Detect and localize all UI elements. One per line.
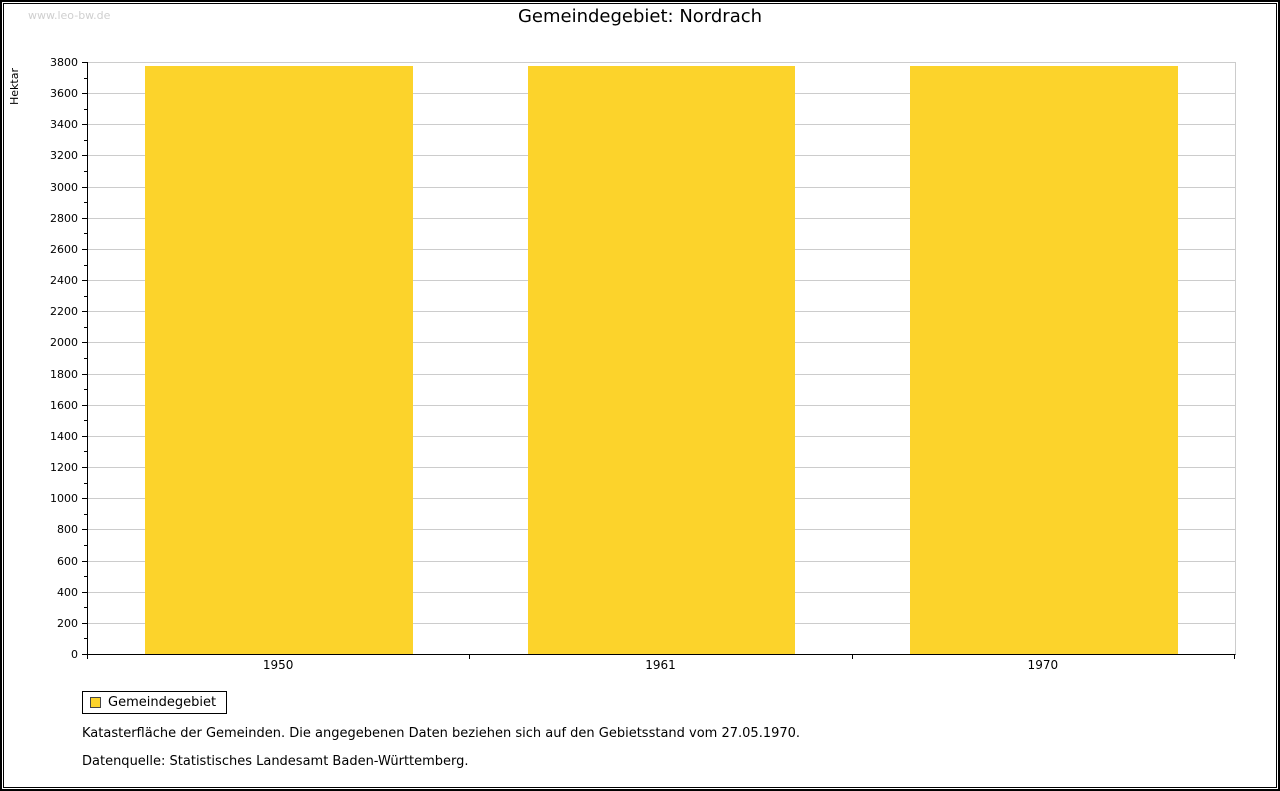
x-axis-tick (852, 655, 853, 659)
y-axis-major-tick (82, 373, 87, 375)
y-axis-minor-tick (84, 171, 87, 173)
y-axis-major-tick (82, 186, 87, 188)
y-axis-minor-tick (84, 576, 87, 578)
legend: Gemeindegebiet (82, 691, 228, 714)
y-axis-minor-tick (84, 482, 87, 484)
y-axis-major-tick (82, 62, 87, 63)
y-axis-major-tick (82, 124, 87, 126)
y-tick-label: 1400 (50, 429, 78, 443)
y-tick-label: 3400 (50, 118, 78, 132)
y-tick-label: 3600 (50, 87, 78, 101)
x-tick-label: 1961 (645, 658, 676, 672)
y-axis-minor-tick (84, 295, 87, 297)
y-axis-major-tick (82, 311, 87, 313)
y-tick-label: 2800 (50, 211, 78, 225)
y-axis-major-tick (82, 404, 87, 406)
y-axis-minor-tick (84, 108, 87, 110)
y-tick-label: 2600 (50, 242, 78, 256)
y-tick-label: 2400 (50, 274, 78, 288)
y-tick-label: 400 (57, 585, 78, 599)
x-tick-label: 1970 (1027, 658, 1059, 672)
x-axis-tick (469, 655, 470, 659)
bar-1961 (527, 65, 796, 654)
bar-1950 (145, 65, 413, 654)
bar-1970 (910, 65, 1178, 654)
y-axis-minor-tick (84, 233, 87, 235)
y-axis-major-tick (82, 280, 87, 282)
y-axis-minor-tick (84, 358, 87, 359)
y-axis-major-tick (82, 591, 87, 593)
y-axis-minor-tick (84, 607, 87, 609)
y-axis-major-tick (82, 654, 87, 655)
y-tick-label: 200 (57, 616, 78, 630)
x-tick-label: 1950 (262, 658, 294, 672)
y-tick-label: 2000 (50, 336, 78, 350)
legend-swatch-icon (90, 697, 101, 708)
x-axis-tick (1234, 655, 1235, 659)
y-tick-label: 1200 (50, 461, 78, 475)
y-axis-major-tick (82, 529, 87, 531)
y-tick-label: 1000 (50, 492, 78, 506)
y-axis-major-tick (82, 467, 87, 469)
y-axis-minor-tick (84, 77, 87, 79)
y-tick-label: 800 (57, 523, 78, 537)
y-axis-major-tick (82, 342, 87, 344)
y-axis-minor-tick (84, 139, 87, 141)
y-axis-minor-tick (84, 420, 87, 422)
y-axis-major-tick (82, 93, 87, 95)
plot-area (87, 62, 1236, 655)
y-axis-major-tick (82, 155, 87, 157)
y-tick-label: 1600 (50, 398, 78, 412)
y-axis-major-tick (82, 622, 87, 624)
chart-title: Gemeindegebiet: Nordrach (517, 6, 763, 27)
y-axis-minor-tick (84, 326, 87, 328)
y-tick-label: 0 (71, 648, 78, 661)
legend-label: Gemeindegebiet (108, 695, 217, 710)
gridline (88, 62, 1235, 63)
watermark: www.leo-bw.de (28, 9, 111, 22)
y-tick-label: 1800 (50, 367, 78, 381)
y-axis-minor-tick (84, 389, 87, 391)
y-tick-label: 3200 (50, 149, 78, 163)
y-axis-major-tick (82, 435, 87, 437)
y-tick-label: 3000 (50, 180, 78, 194)
y-axis-minor-tick (84, 451, 87, 453)
y-tick-label: 2200 (50, 305, 78, 319)
y-axis-minor-tick (84, 264, 87, 266)
y-axis-minor-tick (84, 202, 87, 204)
y-axis-major-tick (82, 498, 87, 500)
x-axis-tick (87, 655, 88, 659)
footnote-description: Katasterfläche der Gemeinden. Die angege… (82, 726, 801, 741)
y-axis-major-tick (82, 560, 87, 562)
y-tick-label: 3800 (50, 56, 78, 69)
y-axis-major-tick (82, 248, 87, 250)
y-axis-minor-tick (84, 513, 87, 515)
y-axis-minor-tick (84, 638, 87, 640)
footnote-source: Datenquelle: Statistisches Landesamt Bad… (82, 754, 469, 769)
y-tick-label: 600 (57, 554, 78, 568)
y-axis-major-tick (82, 217, 87, 219)
y-axis-minor-tick (84, 544, 87, 546)
